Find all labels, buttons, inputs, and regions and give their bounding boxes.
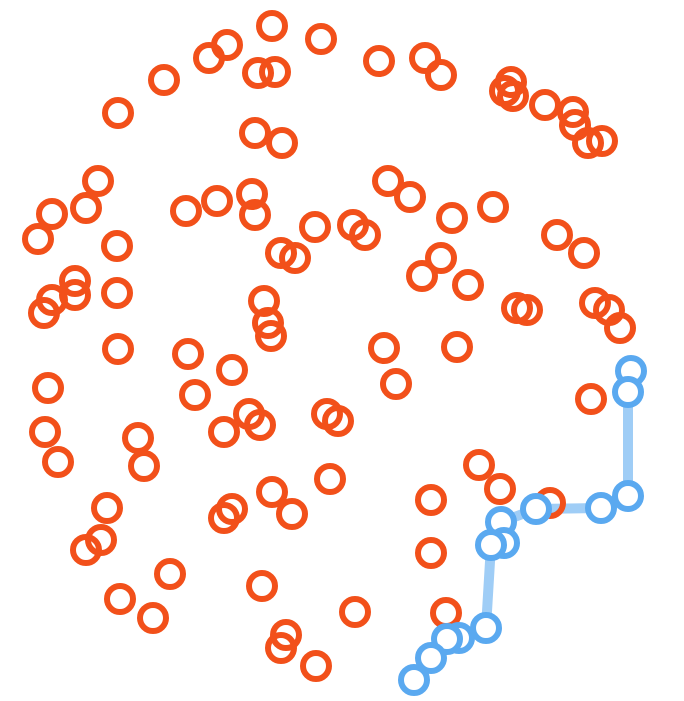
node-circle xyxy=(42,446,74,478)
node-circle xyxy=(441,331,473,363)
node-circle xyxy=(511,294,543,326)
node-circle xyxy=(305,23,337,55)
node-circle xyxy=(425,59,457,91)
node-circle xyxy=(201,185,233,217)
node-circle xyxy=(29,416,61,448)
node-circle xyxy=(322,405,354,437)
node-circle xyxy=(239,117,271,149)
node-circle xyxy=(463,449,495,481)
node-circle xyxy=(568,237,600,269)
node-circle xyxy=(425,242,457,274)
node-circle xyxy=(193,42,225,74)
node-circle xyxy=(436,202,468,234)
node-circle xyxy=(415,537,447,569)
node-circle xyxy=(259,56,291,88)
node-circle xyxy=(300,650,332,682)
node-circle xyxy=(244,409,276,441)
node-circle xyxy=(452,269,484,301)
node-circle xyxy=(70,192,102,224)
node-circle xyxy=(541,219,573,251)
node-circle xyxy=(101,277,133,309)
node-circle xyxy=(148,64,180,96)
node-circle xyxy=(265,237,297,269)
path-node-circle xyxy=(520,493,552,525)
node-circle xyxy=(122,422,154,454)
node-circle xyxy=(236,178,268,210)
node-circle xyxy=(575,383,607,415)
node-circle xyxy=(82,165,114,197)
node-circle xyxy=(415,484,447,516)
path-node-circle xyxy=(612,376,644,408)
node-circle xyxy=(394,181,426,213)
node-circle xyxy=(242,57,274,89)
node-circle xyxy=(28,297,60,329)
node-circle xyxy=(102,97,134,129)
node-circle xyxy=(216,354,248,386)
path-node-circle xyxy=(398,664,430,696)
node-circle xyxy=(529,89,561,121)
node-circle xyxy=(255,320,287,352)
node-circle xyxy=(70,534,102,566)
node-circle xyxy=(276,498,308,530)
node-circle xyxy=(279,242,311,274)
node-circle xyxy=(586,125,618,157)
node-circle xyxy=(477,191,509,223)
node-circle xyxy=(208,416,240,448)
node-circle xyxy=(154,558,186,590)
node-circle xyxy=(102,333,134,365)
node-circle xyxy=(128,450,160,482)
node-circle xyxy=(299,211,331,243)
node-circle xyxy=(170,195,202,227)
path-node-circle xyxy=(470,612,502,644)
node-circle xyxy=(484,473,516,505)
path-node-circle xyxy=(612,480,644,512)
node-circle xyxy=(179,379,211,411)
node-circle xyxy=(172,338,204,370)
node-circle xyxy=(91,492,123,524)
node-circle xyxy=(256,10,288,42)
path-node-circle xyxy=(475,529,507,561)
node-circle xyxy=(22,223,54,255)
path-nodes xyxy=(398,355,647,696)
node-circle xyxy=(256,476,288,508)
node-circle xyxy=(572,127,604,159)
path-node-circle xyxy=(415,642,447,674)
node-circle xyxy=(604,312,636,344)
node-circle xyxy=(104,583,136,615)
node-circle xyxy=(101,230,133,262)
node-circle xyxy=(248,285,280,317)
node-circle xyxy=(380,368,412,400)
node-circle xyxy=(430,597,462,629)
node-circle xyxy=(59,265,91,297)
node-circle xyxy=(137,602,169,634)
orange-nodes xyxy=(22,10,636,682)
node-circle xyxy=(557,96,589,128)
node-circle xyxy=(409,42,441,74)
node-circle xyxy=(239,199,271,231)
node-circle xyxy=(349,219,381,251)
node-circle xyxy=(266,127,298,159)
node-circle xyxy=(406,260,438,292)
node-circle xyxy=(363,45,395,77)
path-node-circle xyxy=(585,492,617,524)
node-circle xyxy=(32,372,64,404)
node-circle xyxy=(314,463,346,495)
node-circle xyxy=(59,279,91,311)
node-circle xyxy=(246,570,278,602)
node-circle xyxy=(252,307,284,339)
node-circle xyxy=(265,632,297,664)
node-circle xyxy=(372,165,404,197)
node-circle xyxy=(36,198,68,230)
node-circle xyxy=(497,80,529,112)
node-circle xyxy=(368,332,400,364)
node-circle xyxy=(208,502,240,534)
node-circle xyxy=(339,596,371,628)
